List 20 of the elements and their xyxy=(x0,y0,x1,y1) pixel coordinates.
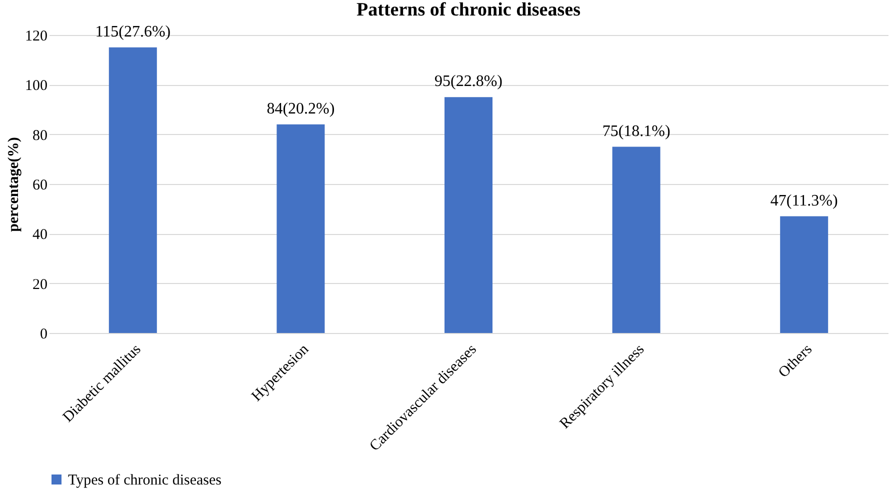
data-label: 84(20.2%) xyxy=(266,100,335,118)
bar xyxy=(444,97,492,333)
bar xyxy=(108,47,157,333)
bar xyxy=(612,146,660,333)
y-tick-label: 80 xyxy=(32,128,48,144)
y-tick-label: 60 xyxy=(32,178,48,194)
y-tick-label: 20 xyxy=(32,276,48,293)
bar xyxy=(276,124,325,333)
bar xyxy=(780,216,828,333)
legend-label: Types of chronic diseases xyxy=(68,472,222,488)
data-label: 47(11.3%) xyxy=(770,192,838,210)
data-label: 115(27.6%) xyxy=(95,23,171,40)
y-axis-title: percentage(%) xyxy=(6,137,22,232)
data-label: 95(22.8%) xyxy=(434,73,502,90)
y-tick-label: 40 xyxy=(32,227,48,244)
y-tick-label: 120 xyxy=(25,28,48,44)
chart-title: Patterns of chronic diseases xyxy=(356,0,580,20)
y-tick-label: 100 xyxy=(25,78,48,94)
y-tick-label: 0 xyxy=(40,326,48,342)
data-label: 75(18.1%) xyxy=(602,122,670,140)
